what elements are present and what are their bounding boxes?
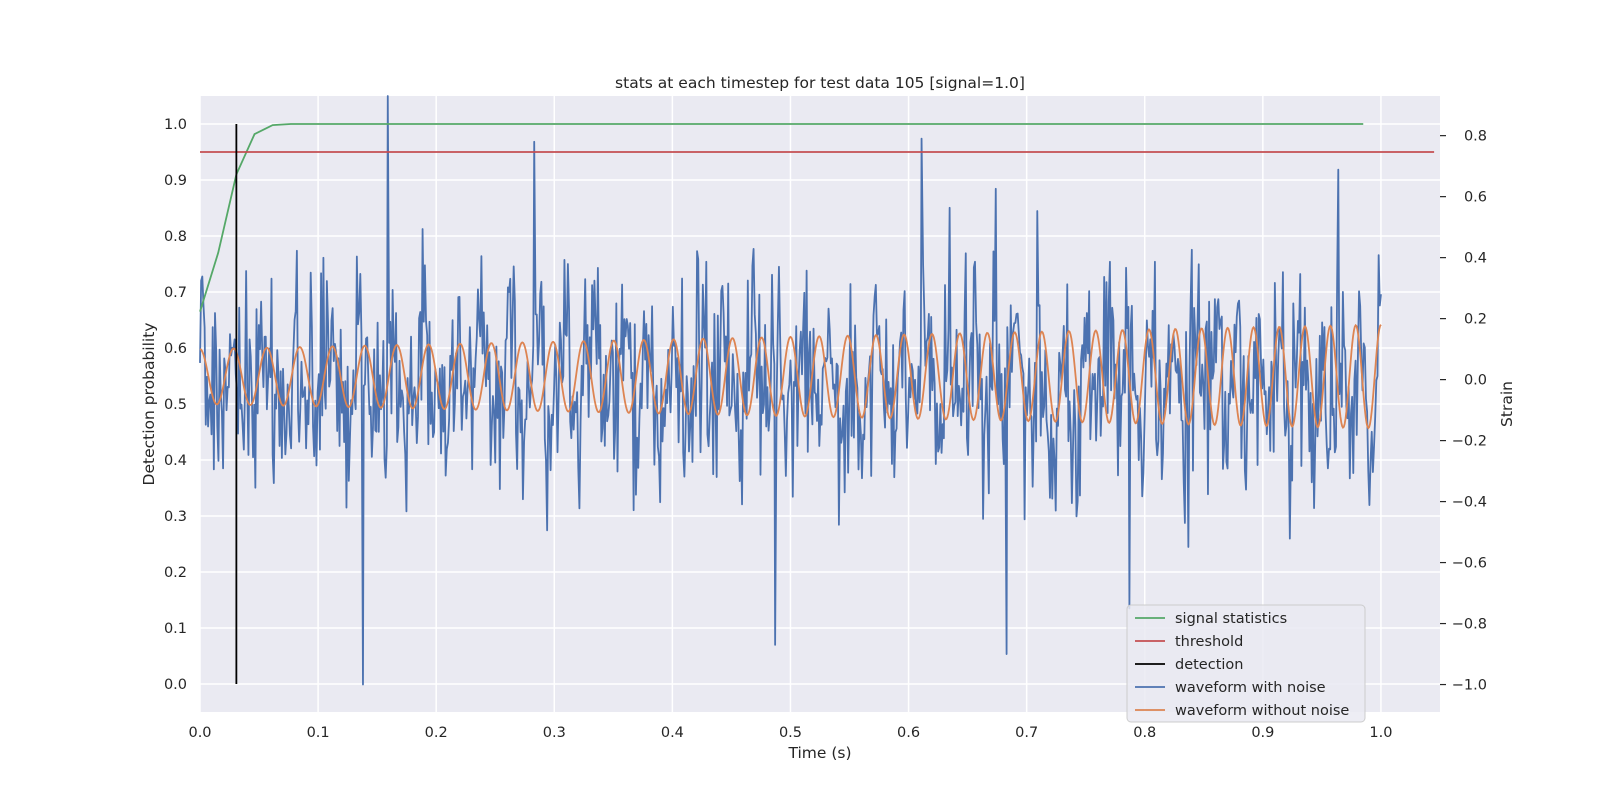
x-tick-label: 1.0 bbox=[1369, 725, 1392, 741]
x-tick-label: 0.1 bbox=[307, 725, 330, 741]
y-tick-label: 0.0 bbox=[164, 677, 187, 693]
legend-label: waveform without noise bbox=[1175, 703, 1349, 719]
x-tick-labels: 0.0 0.1 0.2 0.3 0.4 0.5 0.6 0.7 0.8 0.9 1.0 bbox=[188, 725, 1392, 741]
legend-label: threshold bbox=[1175, 634, 1243, 650]
legend-box bbox=[1126, 604, 1366, 723]
y2-tick-label: −0.6 bbox=[1452, 556, 1487, 572]
y2-tick-label: −0.2 bbox=[1452, 434, 1487, 450]
x-axis-label: Time (s) bbox=[787, 744, 851, 762]
y-tick-label: 1.0 bbox=[164, 117, 187, 133]
right-axis-ticks bbox=[1440, 135, 1446, 686]
x-tick-label: 0.7 bbox=[1015, 725, 1038, 741]
y-tick-labels: 0.0 0.1 0.2 0.3 0.4 0.5 0.6 0.7 0.8 0.9 1.0 bbox=[164, 117, 187, 693]
plot-area bbox=[199, 95, 1435, 686]
y-tick-label: 0.5 bbox=[164, 397, 187, 413]
y2-tick-label: 0.0 bbox=[1464, 373, 1487, 389]
chart-title: stats at each timestep for test data 105… bbox=[615, 74, 1025, 92]
y-tick-label: 0.9 bbox=[164, 173, 187, 189]
legend: signal statistics threshold detection wavef… bbox=[1126, 604, 1366, 723]
x-tick-label: 0.9 bbox=[1251, 725, 1274, 741]
y-tick-label: 0.8 bbox=[164, 229, 187, 245]
x-tick-label: 0.3 bbox=[543, 725, 566, 741]
series-waveform-without-noise bbox=[199, 323, 1382, 430]
series-signal-statistics bbox=[199, 123, 1364, 312]
x-tick-label: 0.6 bbox=[897, 725, 920, 741]
x-tick-label: 0.4 bbox=[661, 725, 684, 741]
x-tick-label: 0.5 bbox=[779, 725, 802, 741]
x-tick-label: 0.2 bbox=[425, 725, 448, 741]
y2-tick-label: 0.8 bbox=[1464, 129, 1487, 145]
x-tick-label: 0.8 bbox=[1133, 725, 1156, 741]
legend-label: waveform with noise bbox=[1175, 680, 1326, 696]
y2-axis-label: Strain bbox=[1498, 381, 1516, 427]
series-waveform-with-noise bbox=[199, 95, 1382, 686]
y-tick-label: 0.2 bbox=[164, 565, 187, 581]
y2-tick-label: −1.0 bbox=[1452, 678, 1487, 694]
y2-tick-label: −0.4 bbox=[1452, 495, 1487, 511]
legend-label: signal statistics bbox=[1175, 611, 1287, 627]
y2-tick-label: 0.4 bbox=[1464, 251, 1487, 267]
y2-tick-label: 0.6 bbox=[1464, 190, 1487, 206]
y2-tick-label: 0.2 bbox=[1464, 312, 1487, 328]
y2-tick-label: −0.8 bbox=[1452, 617, 1487, 633]
x-tick-label: 0.0 bbox=[188, 725, 211, 741]
y-tick-label: 0.3 bbox=[164, 509, 187, 525]
y-tick-label: 0.7 bbox=[164, 285, 187, 301]
legend-label: detection bbox=[1175, 657, 1243, 673]
y-tick-label: 0.6 bbox=[164, 341, 187, 357]
y-tick-label: 0.1 bbox=[164, 621, 187, 637]
y-tick-label: 0.4 bbox=[164, 453, 187, 469]
y2-tick-labels: −1.0 −0.8 −0.6 −0.4 −0.2 0.0 0.2 0.4 0.6 0.8 bbox=[1452, 129, 1487, 694]
y-axis-label: Detection probability bbox=[140, 323, 158, 486]
